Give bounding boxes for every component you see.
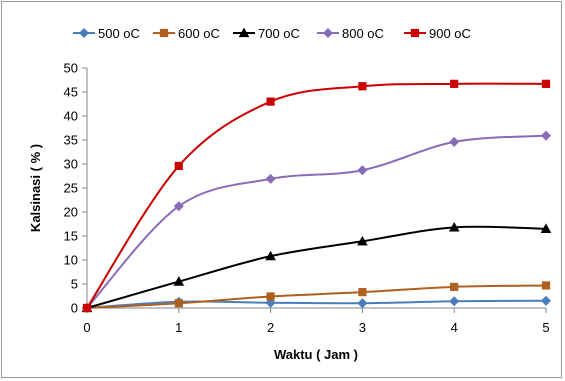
legend: 500 oC 600 oC 700 oC 800 oC 900 oC: [73, 26, 471, 41]
data-point: [357, 165, 368, 176]
data-point: [265, 173, 276, 184]
data-point: [541, 79, 551, 88]
series-line: [86, 284, 547, 309]
series-600-oc: [82, 281, 551, 313]
legend-label: 600 oC: [178, 26, 220, 41]
y-tick-label: 35: [64, 133, 78, 148]
y-axis-title: Kalsinasi ( % ): [28, 144, 43, 232]
y-tick-label: 25: [64, 181, 78, 196]
x-tick-label: 2: [267, 320, 274, 335]
legend-label: 800 oC: [342, 26, 384, 41]
x-axis: 0 1 2 3 4 5: [83, 307, 550, 335]
data-point: [266, 292, 275, 301]
series-900-oc: [82, 79, 551, 313]
y-tick-label: 10: [64, 253, 78, 268]
data-point: [265, 297, 276, 308]
data-point: [448, 221, 460, 232]
data-point: [540, 130, 552, 141]
data-point: [450, 282, 459, 291]
data-point: [540, 295, 552, 306]
data-point: [357, 298, 368, 309]
data-point: [449, 136, 460, 147]
legend-label: 900 oC: [429, 26, 471, 41]
series-line: [86, 299, 547, 309]
legend-entry: 500 oC: [73, 26, 140, 41]
legend-label: 700 oC: [258, 26, 300, 41]
data-point: [174, 299, 183, 308]
data-point: [450, 79, 459, 88]
y-tick-label: 45: [64, 85, 78, 100]
legend-entry: 900 oC: [404, 26, 471, 41]
y-tick-label: 15: [64, 229, 78, 244]
legend-entry: 700 oC: [233, 26, 300, 41]
data-point: [174, 161, 183, 171]
legend-entry: 800 oC: [317, 26, 384, 41]
series-line: [86, 225, 547, 309]
data-point: [173, 276, 185, 286]
legend-label: 500 oC: [98, 26, 140, 41]
data-point: [173, 201, 184, 212]
y-tick-label: 0: [71, 301, 78, 316]
legend-swatch-marker: [159, 28, 169, 38]
legend-swatch-marker: [322, 27, 334, 39]
y-tick-label: 30: [64, 157, 78, 172]
data-point: [541, 281, 551, 290]
series-700-oc: [81, 221, 552, 313]
x-tick-label: 1: [175, 320, 182, 335]
y-tick-label: 5: [71, 277, 78, 292]
series-line: [86, 82, 547, 309]
legend-swatch-marker: [410, 28, 420, 38]
y-tick-label: 20: [64, 205, 78, 220]
series-layer: [81, 79, 552, 314]
data-point: [82, 303, 92, 313]
data-point: [265, 250, 276, 261]
legend-swatch-marker: [78, 27, 90, 39]
data-point: [358, 82, 367, 91]
x-tick-label: 5: [542, 320, 549, 335]
y-tick-label: 40: [64, 109, 78, 124]
series-line: [86, 134, 547, 309]
legend-swatch-marker: [238, 27, 250, 38]
y-tick-label: 50: [64, 61, 78, 76]
legend-entry: 600 oC: [153, 26, 220, 41]
x-axis-title: Waktu ( Jam ): [274, 347, 358, 362]
data-point: [266, 97, 275, 106]
data-point: [357, 235, 368, 246]
x-tick-label: 4: [451, 320, 458, 335]
data-point: [358, 288, 367, 297]
data-point: [540, 223, 552, 233]
y-axis: 0 5 10 15 20 25 30 35 40 45 50: [64, 61, 88, 316]
data-point: [449, 296, 460, 307]
x-tick-label: 3: [359, 320, 366, 335]
x-tick-label: 0: [83, 320, 90, 335]
